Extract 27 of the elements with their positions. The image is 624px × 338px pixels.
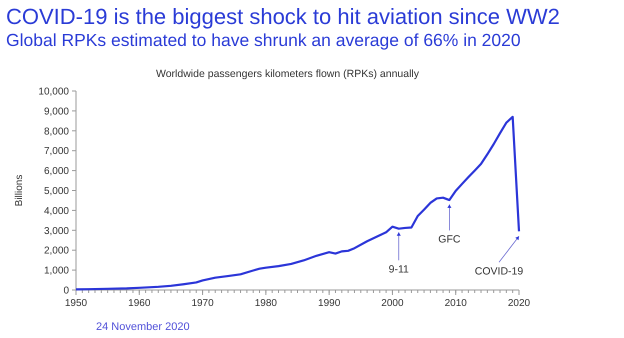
- annotation: COVID-19: [474, 265, 524, 278]
- y-tick-label: 8,000: [44, 126, 70, 138]
- y-tick-label: 0: [63, 286, 70, 296]
- annotation: GFC: [438, 233, 461, 246]
- y-tick-label: 9,000: [44, 106, 70, 118]
- x-tick-label: 1980: [254, 298, 278, 309]
- y-tick-label: 6,000: [44, 166, 70, 178]
- x-tick-label: 1990: [318, 298, 341, 309]
- y-tick-label: 3,000: [44, 226, 70, 237]
- annotation: 9-11: [388, 263, 410, 276]
- x-tick-label: 1950: [64, 298, 88, 309]
- y-tick-label: 1,000: [44, 266, 70, 277]
- text: 24 November 2020: [96, 321, 190, 333]
- chart-title: COVID-19 is the biggest shock to hit aviation since WW2: [6, 4, 560, 29]
- y-tick-label: 5,000: [44, 186, 70, 197]
- y-tick-label: 7,000: [44, 146, 70, 158]
- y-tick-label: 10,000: [38, 86, 70, 98]
- x-tick-label: 2010: [444, 298, 468, 309]
- x-tick-label: 1960: [128, 298, 151, 309]
- x-tick-label: 2020: [508, 298, 531, 309]
- y-tick-label: 4,000: [44, 206, 70, 217]
- x-tick-label: 2000: [381, 298, 404, 309]
- x-tick-label: 1970: [191, 298, 214, 309]
- y-axis-title: Billions: [14, 174, 25, 206]
- y-tick-label: 2,000: [44, 246, 70, 257]
- text: Worldwide passengers kilometers flown (RPKs) annually: [156, 68, 420, 80]
- chart-subtitle: Global RPKs estimated to have shrunk an average of 66% in 2020: [6, 30, 521, 50]
